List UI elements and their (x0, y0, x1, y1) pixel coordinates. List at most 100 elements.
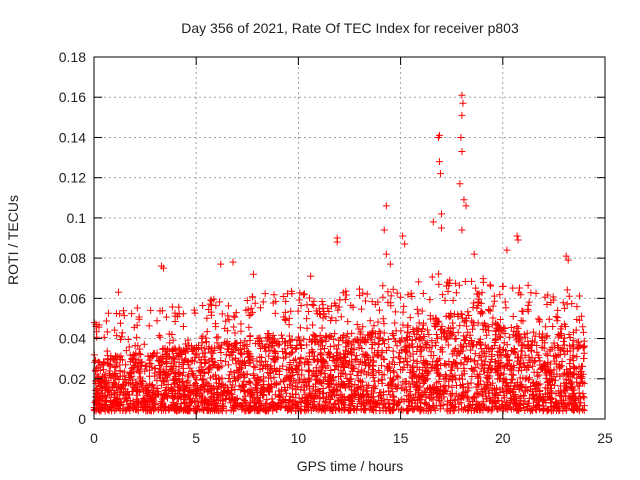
roti-point (406, 314, 414, 322)
roti-point (200, 344, 208, 352)
roti-point (428, 337, 436, 345)
roti-point (241, 396, 249, 404)
roti-point (500, 392, 508, 400)
roti-point (272, 297, 280, 305)
roti-point (300, 290, 308, 298)
roti-point (390, 354, 398, 362)
roti-point (553, 353, 561, 361)
roti-point (209, 358, 217, 366)
roti-point (193, 351, 201, 359)
roti-point (291, 355, 299, 363)
roti-point (186, 406, 194, 414)
roti-point (318, 336, 326, 344)
roti-point (309, 398, 317, 406)
roti-point (529, 387, 537, 395)
roti-point (265, 352, 273, 360)
roti-point (499, 283, 507, 291)
roti-point (459, 375, 467, 383)
roti-point (181, 356, 189, 364)
roti-point (413, 324, 421, 332)
roti-point (334, 397, 342, 405)
roti-point (353, 372, 361, 380)
roti-point (285, 374, 293, 382)
roti-point (472, 284, 480, 292)
roti-point (383, 395, 391, 403)
roti-point (242, 398, 250, 406)
roti-point (263, 396, 271, 404)
roti-point (392, 327, 400, 335)
roti-point (554, 314, 562, 322)
roti-point (340, 363, 348, 371)
roti-point (171, 309, 179, 317)
roti-point (343, 374, 351, 382)
roti-point (218, 310, 226, 318)
roti-point (358, 393, 366, 401)
roti-point (168, 303, 176, 311)
roti-point (100, 333, 108, 341)
roti-point (414, 378, 422, 386)
roti-point (129, 351, 137, 359)
roti-point (175, 303, 183, 311)
roti-point (170, 353, 178, 361)
roti-point (511, 382, 519, 390)
roti-point (557, 332, 565, 340)
roti-point (378, 397, 386, 405)
roti-point (531, 332, 539, 340)
roti-point (324, 304, 332, 312)
roti-point (488, 321, 496, 329)
roti-peak-point (159, 264, 167, 272)
roti-point (526, 358, 534, 366)
roti-point (312, 364, 320, 372)
roti-point (501, 298, 509, 306)
roti-point (343, 333, 351, 341)
roti-point (388, 329, 396, 337)
roti-point (248, 293, 256, 301)
roti-point (437, 326, 445, 334)
roti-point (547, 395, 555, 403)
y-tick-label: 0.08 (59, 250, 86, 266)
roti-point (119, 401, 127, 409)
roti-point (216, 391, 224, 399)
roti-point (160, 369, 168, 377)
roti-point (222, 317, 230, 325)
roti-point (367, 330, 375, 338)
roti-point (510, 364, 518, 372)
roti-point (417, 352, 425, 360)
roti-point (337, 313, 345, 321)
roti-point (498, 402, 506, 410)
roti-point (319, 314, 327, 322)
roti-point (446, 276, 454, 284)
roti-point (451, 335, 459, 343)
roti-point (109, 371, 117, 379)
roti-point (310, 355, 318, 363)
roti-point (526, 407, 534, 415)
roti-point (474, 373, 482, 381)
roti-point (112, 396, 120, 404)
roti-point (181, 349, 189, 357)
roti-point (369, 340, 377, 348)
roti-point (253, 407, 261, 415)
roti-point (379, 336, 387, 344)
roti-point (529, 379, 537, 387)
roti-point (110, 379, 118, 387)
roti-point (462, 314, 470, 322)
roti-point (397, 406, 405, 414)
roti-point (524, 281, 532, 289)
roti-point (457, 399, 465, 407)
roti-point (315, 310, 323, 318)
roti-point (413, 357, 421, 365)
roti-point (569, 354, 577, 362)
roti-point (116, 406, 124, 414)
roti-point (525, 376, 533, 384)
roti-point (282, 389, 290, 397)
roti-point (271, 309, 279, 317)
roti-point (459, 383, 467, 391)
roti-point (528, 354, 536, 362)
roti-point (558, 396, 566, 404)
roti-point (403, 357, 411, 365)
roti-point (465, 384, 473, 392)
roti-point (205, 406, 213, 414)
roti-point (135, 350, 143, 358)
roti-point (466, 331, 474, 339)
roti-point (225, 352, 233, 360)
